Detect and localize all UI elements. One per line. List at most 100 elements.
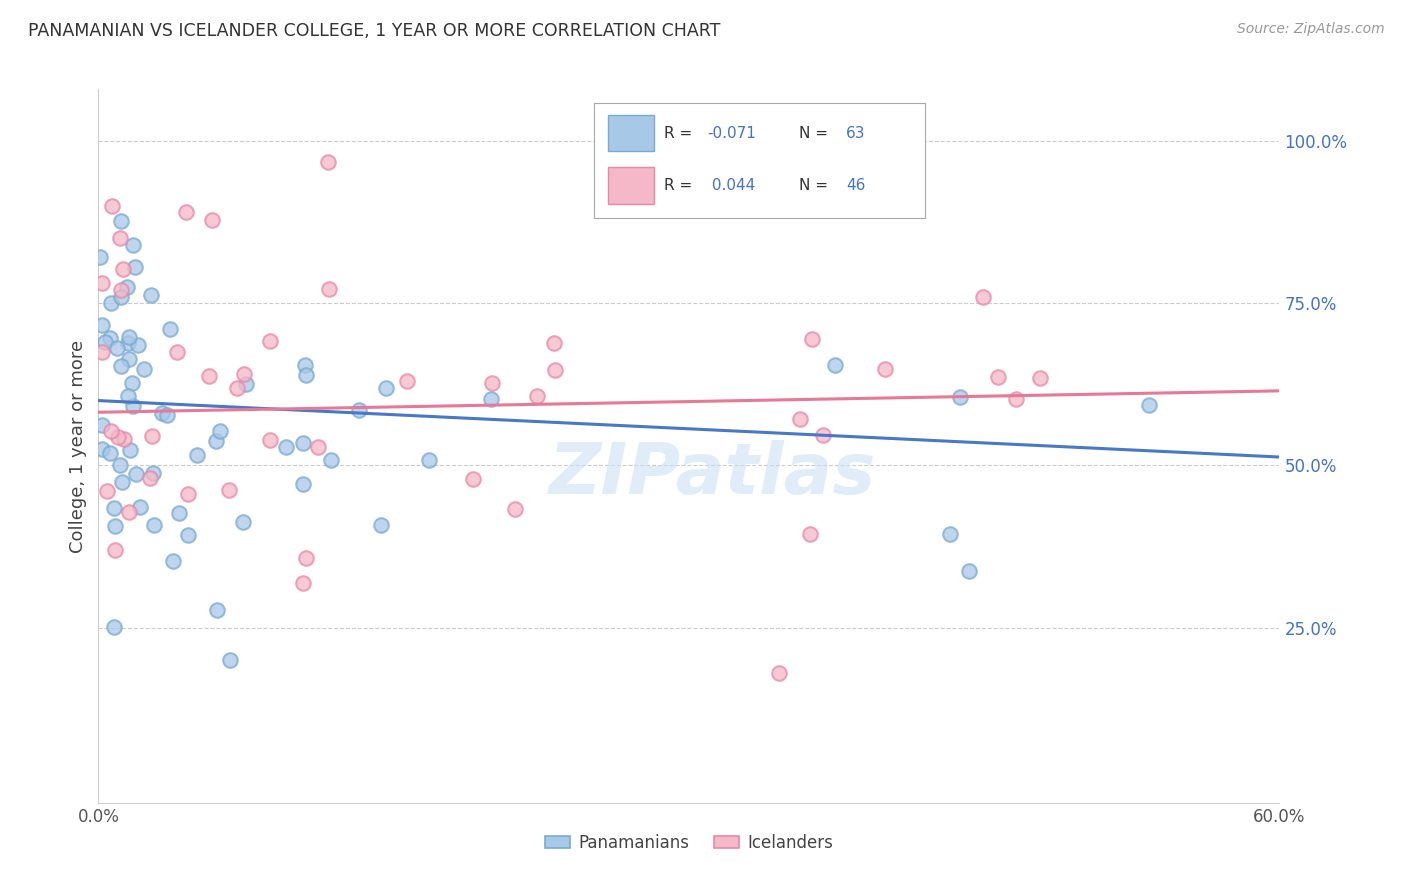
Point	[174, 204, 197, 219]
Point	[94, 334, 117, 349]
Point	[824, 358, 846, 372]
Point	[129, 500, 152, 514]
Point	[291, 436, 314, 450]
Text: Source: ZipAtlas.com: Source: ZipAtlas.com	[1237, 22, 1385, 37]
Point	[127, 338, 149, 352]
Point	[96, 483, 118, 498]
Point	[89, 250, 111, 264]
Point	[370, 518, 392, 533]
Point	[307, 440, 329, 454]
Point	[276, 440, 298, 454]
Point	[232, 367, 254, 381]
Point	[91, 344, 114, 359]
Point	[156, 408, 179, 422]
Point	[177, 528, 200, 542]
Point	[481, 392, 503, 406]
Point	[526, 389, 548, 403]
Point	[1137, 398, 1160, 412]
Point	[139, 471, 162, 485]
Point	[481, 376, 503, 390]
Point	[132, 362, 155, 376]
Point	[101, 199, 124, 213]
Point	[120, 442, 142, 457]
Point	[799, 527, 821, 541]
Point	[811, 427, 834, 442]
Point	[104, 518, 127, 533]
Point	[987, 369, 1010, 384]
Point	[461, 472, 484, 486]
Point	[1005, 392, 1028, 407]
Point	[111, 475, 134, 490]
Point	[90, 276, 112, 290]
Point	[294, 550, 316, 565]
Point	[98, 330, 121, 344]
Point	[125, 467, 148, 482]
Point	[789, 411, 811, 425]
Point	[418, 453, 440, 467]
Point	[800, 332, 823, 346]
Point	[90, 442, 112, 456]
Point	[117, 389, 139, 403]
Point	[98, 446, 121, 460]
Point	[115, 279, 138, 293]
Point	[124, 260, 146, 275]
Point	[291, 576, 314, 591]
Point	[139, 287, 162, 301]
Point	[100, 424, 122, 438]
Legend: Panamanians, Icelanders: Panamanians, Icelanders	[538, 828, 839, 859]
Point	[121, 400, 143, 414]
Point	[91, 417, 114, 432]
Point	[141, 429, 163, 443]
Point	[159, 322, 181, 336]
Point	[201, 212, 224, 227]
Point	[543, 336, 565, 351]
Point	[112, 432, 135, 446]
Point	[205, 434, 228, 449]
Point	[167, 506, 190, 520]
Point	[259, 433, 281, 447]
Point	[112, 262, 135, 277]
Point	[142, 466, 165, 480]
Point	[103, 500, 125, 515]
Point	[259, 334, 281, 348]
Point	[91, 318, 114, 332]
Point	[110, 283, 132, 297]
Point	[107, 430, 129, 444]
Point	[232, 515, 254, 529]
Point	[225, 381, 247, 395]
Point	[177, 487, 200, 501]
Point	[318, 282, 340, 296]
Point	[121, 238, 143, 252]
Point	[108, 231, 131, 245]
Point	[197, 368, 219, 383]
Point	[162, 554, 184, 568]
Point	[503, 502, 526, 516]
Point	[939, 526, 962, 541]
Point	[205, 603, 228, 617]
Point	[347, 402, 370, 417]
Point	[768, 665, 790, 680]
Point	[949, 390, 972, 404]
Point	[143, 518, 166, 533]
Point	[118, 329, 141, 343]
Point	[104, 542, 127, 557]
Point	[875, 362, 897, 376]
Point	[110, 214, 132, 228]
Point	[219, 653, 242, 667]
Text: PANAMANIAN VS ICELANDER COLLEGE, 1 YEAR OR MORE CORRELATION CHART: PANAMANIAN VS ICELANDER COLLEGE, 1 YEAR …	[28, 22, 720, 40]
Point	[100, 296, 122, 310]
Point	[166, 345, 188, 359]
Point	[186, 448, 208, 462]
Point	[103, 619, 125, 633]
Point	[209, 424, 232, 438]
Point	[118, 352, 141, 367]
Point	[117, 336, 139, 351]
Point	[105, 341, 128, 355]
Point	[150, 406, 173, 420]
Point	[110, 359, 132, 373]
Point	[294, 358, 316, 372]
Point	[118, 505, 141, 519]
Point	[544, 363, 567, 377]
Point	[1029, 371, 1052, 385]
Y-axis label: College, 1 year or more: College, 1 year or more	[69, 340, 87, 552]
